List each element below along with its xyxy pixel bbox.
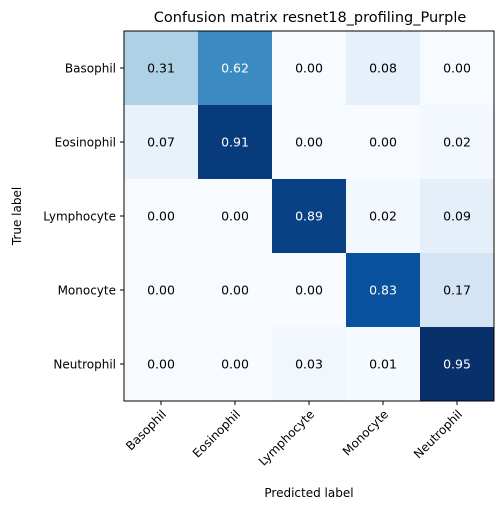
cell-value-label: 0.91 — [221, 135, 249, 150]
cell-value-label: 0.00 — [221, 209, 249, 224]
cell-value-label: 0.00 — [221, 357, 249, 372]
heatmap-cells — [124, 31, 495, 402]
cell-value-label: 0.17 — [443, 283, 471, 298]
heatmap-cell — [124, 253, 199, 328]
x-axis-ticks: Basophil Eosinophil Lymphocyte Monocyte Neut… — [123, 401, 465, 469]
heatmap-cell — [272, 253, 347, 328]
x-tick-label: Lymphocyte — [256, 407, 317, 468]
heatmap-cell — [346, 105, 421, 180]
cell-value-label: 0.00 — [295, 283, 323, 298]
cell-value-label: 0.00 — [295, 61, 323, 76]
heatmap-cell — [272, 327, 347, 402]
heatmap-cell — [420, 179, 495, 254]
cell-value-label: 0.31 — [147, 61, 175, 76]
chart-title: Confusion matrix resnet18_profiling_Purp… — [154, 10, 467, 26]
cell-value-label: 0.02 — [369, 209, 397, 224]
cell-value-label: 0.89 — [295, 209, 323, 224]
cell-value-label: 0.95 — [443, 357, 471, 372]
heatmap-cell — [272, 179, 347, 254]
heatmap-cell — [420, 105, 495, 180]
y-tick-label: Monocyte — [58, 284, 116, 298]
heatmap-cell — [124, 179, 199, 254]
cell-value-label: 0.03 — [295, 357, 323, 372]
cell-value-label: 0.00 — [147, 283, 175, 298]
heatmap-cell — [124, 105, 199, 180]
cell-value-label: 0.00 — [295, 135, 323, 150]
cell-value-labels: 0.31 0.62 0.00 0.08 0.00 0.07 0.91 0.00 0.00 0.02… — [147, 61, 471, 372]
cell-value-label: 0.00 — [147, 209, 175, 224]
heatmap-cell — [124, 31, 199, 106]
cell-value-label: 0.00 — [443, 61, 471, 76]
cell-value-label: 0.00 — [221, 283, 249, 298]
y-tick-label: Basophil — [65, 62, 116, 76]
cell-value-label: 0.83 — [369, 283, 397, 298]
heatmap-cell — [346, 327, 421, 402]
cell-value-label: 0.09 — [443, 209, 471, 224]
y-tick-label: Lymphocyte — [43, 210, 116, 224]
heatmap-cell — [346, 179, 421, 254]
x-tick-label: Basophil — [123, 407, 169, 453]
y-tick-label: Eosinophil — [55, 136, 116, 150]
x-axis-label: Predicted label — [264, 486, 353, 500]
heatmap-cell — [272, 31, 347, 106]
heatmap-cell — [198, 179, 273, 254]
x-tick-label: Eosinophil — [190, 407, 243, 460]
heatmap-cell — [124, 327, 199, 402]
y-axis-ticks: Basophil Eosinophil Lymphocyte Monocyte Neut… — [43, 62, 124, 372]
heatmap-cell — [420, 253, 495, 328]
cell-value-label: 0.62 — [221, 61, 249, 76]
heatmap-cell — [198, 105, 273, 180]
y-tick-label: Neutrophil — [53, 358, 116, 372]
heatmap-cell — [420, 327, 495, 402]
cell-value-label: 0.00 — [369, 135, 397, 150]
heatmap-cell — [346, 31, 421, 106]
cell-value-label: 0.00 — [147, 357, 175, 372]
cell-value-label: 0.01 — [369, 357, 397, 372]
x-tick-label: Neutrophil — [411, 407, 465, 461]
heatmap-cell — [198, 327, 273, 402]
heatmap-cell — [346, 253, 421, 328]
cell-value-label: 0.02 — [443, 135, 471, 150]
x-tick-label: Monocyte — [340, 407, 391, 458]
y-axis-label: True label — [10, 187, 24, 246]
heatmap-cell — [198, 31, 273, 106]
heatmap-cell — [420, 31, 495, 106]
cell-value-label: 0.08 — [369, 61, 397, 76]
heatmap-cell — [272, 105, 347, 180]
cell-value-label: 0.07 — [147, 135, 175, 150]
heatmap-cell — [198, 253, 273, 328]
